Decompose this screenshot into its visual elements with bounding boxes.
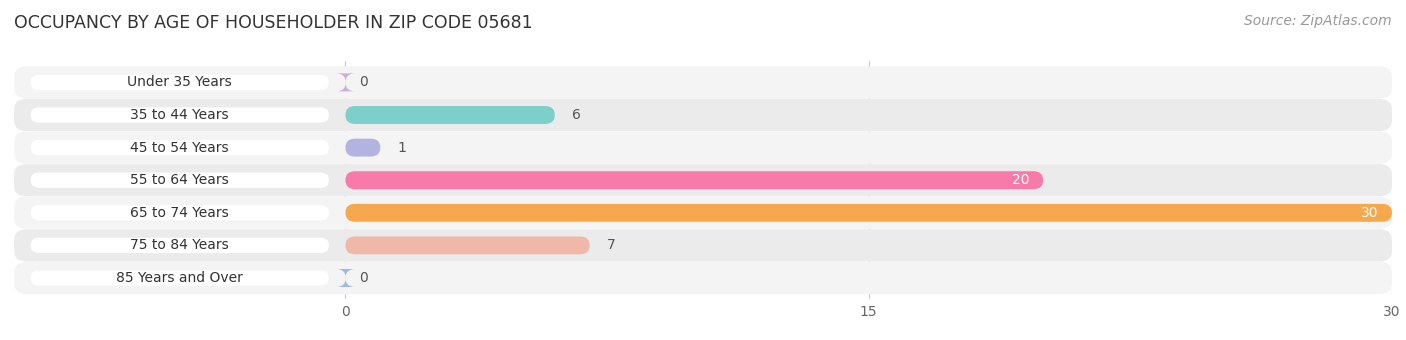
- Text: Source: ZipAtlas.com: Source: ZipAtlas.com: [1244, 14, 1392, 28]
- FancyBboxPatch shape: [31, 270, 329, 286]
- FancyBboxPatch shape: [31, 140, 329, 155]
- Text: 0: 0: [360, 271, 368, 285]
- Text: 45 to 54 Years: 45 to 54 Years: [131, 141, 229, 155]
- FancyBboxPatch shape: [14, 132, 1392, 164]
- FancyBboxPatch shape: [31, 173, 329, 188]
- FancyBboxPatch shape: [14, 229, 1392, 261]
- Text: 6: 6: [572, 108, 581, 122]
- FancyBboxPatch shape: [14, 262, 1392, 294]
- Text: 0: 0: [360, 75, 368, 89]
- FancyBboxPatch shape: [14, 66, 1392, 99]
- FancyBboxPatch shape: [14, 99, 1392, 131]
- FancyBboxPatch shape: [346, 106, 555, 124]
- FancyBboxPatch shape: [336, 73, 356, 91]
- FancyBboxPatch shape: [346, 204, 1392, 222]
- FancyBboxPatch shape: [336, 269, 356, 287]
- FancyBboxPatch shape: [31, 205, 329, 220]
- FancyBboxPatch shape: [14, 164, 1392, 196]
- Text: 7: 7: [607, 238, 616, 252]
- FancyBboxPatch shape: [346, 236, 589, 254]
- Text: 1: 1: [398, 141, 406, 155]
- FancyBboxPatch shape: [31, 238, 329, 253]
- FancyBboxPatch shape: [31, 75, 329, 90]
- Text: OCCUPANCY BY AGE OF HOUSEHOLDER IN ZIP CODE 05681: OCCUPANCY BY AGE OF HOUSEHOLDER IN ZIP C…: [14, 14, 533, 32]
- Text: 20: 20: [1012, 173, 1029, 187]
- Text: 55 to 64 Years: 55 to 64 Years: [131, 173, 229, 187]
- Text: 35 to 44 Years: 35 to 44 Years: [131, 108, 229, 122]
- Text: 30: 30: [1361, 206, 1378, 220]
- FancyBboxPatch shape: [31, 107, 329, 123]
- Text: 75 to 84 Years: 75 to 84 Years: [131, 238, 229, 252]
- Text: 85 Years and Over: 85 Years and Over: [117, 271, 243, 285]
- FancyBboxPatch shape: [14, 197, 1392, 229]
- Text: 65 to 74 Years: 65 to 74 Years: [131, 206, 229, 220]
- FancyBboxPatch shape: [346, 171, 1043, 189]
- Text: Under 35 Years: Under 35 Years: [128, 75, 232, 89]
- FancyBboxPatch shape: [346, 139, 381, 156]
